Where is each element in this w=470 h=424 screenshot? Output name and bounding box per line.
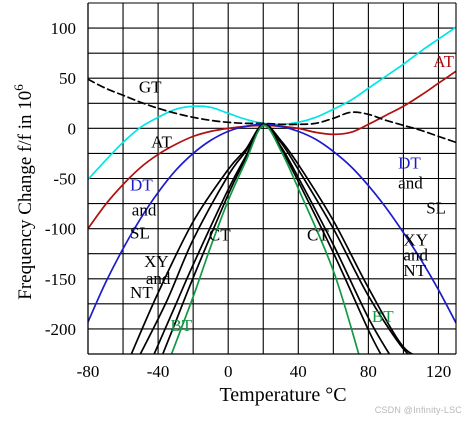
series-annotation-bt: BT bbox=[372, 307, 394, 326]
y-axis-label: Frequency Change f/f in 106 bbox=[11, 84, 36, 300]
series-annotation-xy: XY bbox=[144, 252, 169, 271]
plot-frame bbox=[87, 2, 457, 355]
y-tick-label: 100 bbox=[51, 19, 77, 38]
tick-labels: 100 50 0 -50 -100 -150 -200 -80 -40 0 40 80 120 bbox=[45, 19, 451, 381]
watermark: CSDN @Infinity-LSC bbox=[374, 405, 462, 415]
series-annotation-sl: SL bbox=[130, 224, 150, 243]
y-axis-label-exponent: 6 bbox=[11, 84, 26, 91]
y-tick-label: 50 bbox=[59, 69, 76, 88]
series-annotation-and: and bbox=[398, 174, 423, 193]
series-annotation-xy: XY bbox=[403, 231, 428, 250]
series-annotation-and: and bbox=[403, 246, 428, 265]
x-axis-label: Temperature °C bbox=[219, 384, 346, 406]
series-group bbox=[88, 26, 456, 354]
x-tick-label: 120 bbox=[426, 362, 452, 381]
series-annotation-at: AT bbox=[433, 52, 454, 71]
series-line-gt-2 bbox=[88, 78, 456, 144]
x-tick-label: 40 bbox=[290, 362, 307, 381]
series-annotation-dt: DT bbox=[130, 176, 153, 195]
series-annotation-and: and bbox=[132, 201, 157, 220]
y-tick-label: -200 bbox=[45, 320, 76, 339]
series-annotation-nt: NT bbox=[130, 283, 153, 302]
series-line-dt-sl-3 bbox=[88, 123, 456, 324]
y-tick-label: 0 bbox=[68, 119, 77, 138]
series-annotation-gt: GT bbox=[139, 77, 162, 96]
x-tick-label: 80 bbox=[360, 362, 377, 381]
series-annotation-bt: BT bbox=[170, 316, 192, 335]
series-annotation-at: AT bbox=[151, 132, 172, 151]
x-tick-label: -80 bbox=[77, 362, 100, 381]
grid bbox=[88, 3, 456, 354]
series-annotation-ct: CT bbox=[307, 226, 329, 245]
series-annotation-ct: CT bbox=[209, 226, 231, 245]
y-tick-label: -150 bbox=[45, 270, 76, 289]
x-tick-label: -40 bbox=[147, 362, 170, 381]
series-annotation-nt: NT bbox=[403, 261, 426, 280]
series-annotation-sl: SL bbox=[426, 199, 446, 218]
y-tick-label: -50 bbox=[53, 170, 76, 189]
series-line-bt-8 bbox=[170, 124, 360, 354]
x-tick-label: 0 bbox=[224, 362, 233, 381]
y-axis-label-main: Frequency Change f/f in 10 bbox=[15, 91, 36, 300]
series-annotation-and: and bbox=[146, 269, 171, 288]
series-annotation-dt: DT bbox=[398, 153, 421, 172]
y-tick-label: -100 bbox=[45, 220, 76, 239]
